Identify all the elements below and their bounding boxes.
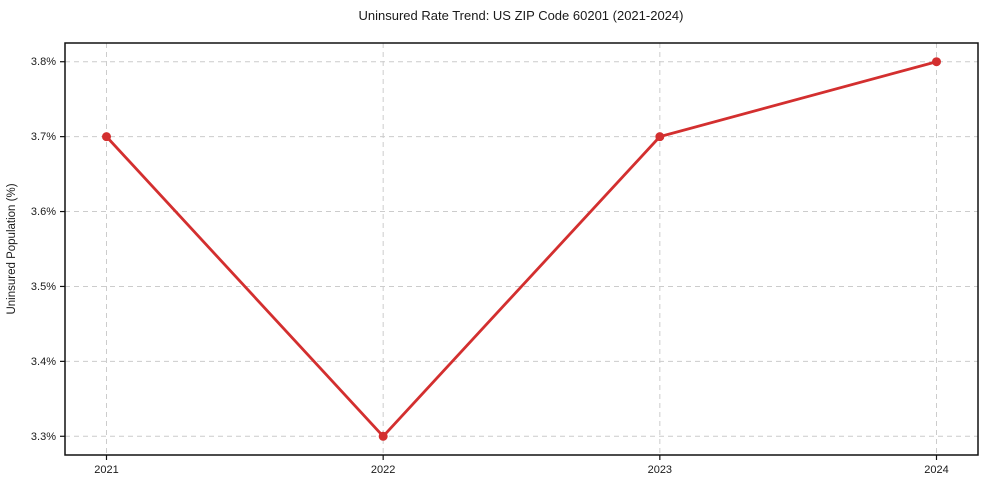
gridlines-layer [65,43,978,455]
y-tick-label: 3.8% [31,56,56,68]
y-axis-label: Uninsured Population (%) [6,183,18,314]
y-tick-label: 3.7% [31,131,56,143]
x-tick-label: 2021 [94,464,118,476]
data-point-marker [932,57,941,67]
data-point-marker [102,132,111,142]
y-tick-label: 3.3% [31,431,56,443]
x-tick-label: 2023 [648,464,672,476]
data-point-marker [655,132,665,142]
trend-line [105,60,938,438]
y-tick-label: 3.5% [31,281,56,293]
data-point-marker [378,431,388,441]
axes-layer: 3.3% 3.4% 3.5% 3.6% 3.7% 3.8% 2021 2022 2023 2024 [31,42,979,476]
series-layer [102,57,941,441]
y-tick-label: 3.4% [31,356,56,368]
y-tick-label: 3.6% [31,206,56,218]
plot-border [64,42,979,456]
chart-title: Uninsured Rate Trend: US ZIP Code 60201 … [359,8,684,23]
x-tick-label: 2022 [371,464,395,476]
x-tick-label: 2024 [924,464,948,476]
